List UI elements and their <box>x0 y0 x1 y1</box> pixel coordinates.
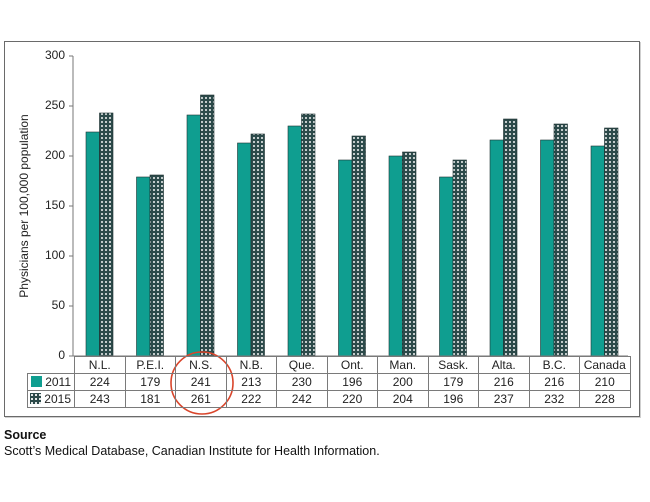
table-corner <box>27 356 75 374</box>
legend-2015: 2015 <box>27 390 75 408</box>
category-header: Alta. <box>478 356 530 374</box>
legend-swatch-2011 <box>31 376 43 387</box>
category-header: Canada <box>579 356 631 374</box>
y-tick-label: 300 <box>44 48 65 62</box>
table-cell: 220 <box>326 390 378 408</box>
source-text: Scott’s Medical Database, Canadian Insti… <box>4 444 380 458</box>
table-cell: 179 <box>427 373 479 391</box>
table-cell: 196 <box>427 390 479 408</box>
table-cell: 210 <box>579 373 631 391</box>
table-cell: 232 <box>528 390 580 408</box>
category-header: N.B. <box>225 356 277 374</box>
y-tick-label: 150 <box>44 198 65 212</box>
category-header: N.S. <box>175 356 227 374</box>
y-tick-label: 50 <box>51 298 65 312</box>
source-note: Source Scott’s Medical Database, Canadia… <box>4 428 380 458</box>
category-header: P.E.I. <box>124 356 176 374</box>
table-cell: 237 <box>478 390 530 408</box>
y-tick-label: 100 <box>44 248 65 262</box>
category-header: Que. <box>276 356 328 374</box>
bar-2011 <box>540 139 555 357</box>
bar-2015 <box>149 174 164 357</box>
table-cell: 224 <box>74 373 126 391</box>
category-header: Man. <box>377 356 429 374</box>
table-cell: 204 <box>377 390 429 408</box>
y-tick-label: 0 <box>58 348 65 362</box>
bar-2015 <box>503 118 518 357</box>
table-cell: 196 <box>326 373 378 391</box>
table-cell: 216 <box>528 373 580 391</box>
bar-2015 <box>99 112 114 357</box>
table-cell: 242 <box>276 390 328 408</box>
chart-frame <box>4 41 640 417</box>
table-cell: 230 <box>276 373 328 391</box>
table-cell: 181 <box>124 390 176 408</box>
bar-series-group <box>85 94 619 357</box>
table-cell: 222 <box>225 390 277 408</box>
table-header-row: N.L. P.E.I. N.S. N.B. Que. Ont. Man. Sask. Alta.… <box>27 356 631 374</box>
table-cell: 241 <box>175 373 227 391</box>
y-tick-label: 200 <box>44 148 65 162</box>
source-heading: Source <box>4 428 47 442</box>
bar-2011 <box>186 114 201 357</box>
bar-2011 <box>237 142 252 357</box>
data-table: N.L. P.E.I. N.S. N.B. Que. Ont. Man. Sask. Alta.… <box>27 356 631 408</box>
bar-2011 <box>439 176 454 357</box>
bar-2015 <box>402 151 417 357</box>
bar-2015 <box>301 113 316 357</box>
bar-2011 <box>590 145 605 357</box>
category-header: Ont. <box>326 356 378 374</box>
table-row: 2015 243 181 261 222 242 220 204 196 237 232 228 <box>27 390 631 408</box>
bar-2011 <box>136 176 151 357</box>
bar-chart <box>69 55 628 415</box>
table-row: 2011 224 179 241 213 230 196 200 179 216 216 210 <box>27 373 631 391</box>
category-header: Sask. <box>427 356 479 374</box>
legend-swatch-2015 <box>30 393 42 404</box>
category-header: B.C. <box>528 356 580 374</box>
bar-2015 <box>250 133 265 357</box>
category-header: N.L. <box>74 356 126 374</box>
bar-2015 <box>351 135 366 357</box>
table-cell: 213 <box>225 373 277 391</box>
bar-2015 <box>553 123 568 357</box>
table-cell: 261 <box>175 390 227 408</box>
table-cell: 228 <box>579 390 631 408</box>
bar-2011 <box>338 159 353 357</box>
bar-2011 <box>388 155 403 357</box>
table-cell: 243 <box>74 390 126 408</box>
y-tick-label: 250 <box>44 98 65 112</box>
table-cell: 200 <box>377 373 429 391</box>
bar-2011 <box>489 139 504 357</box>
bar-2015 <box>200 94 215 357</box>
table-cell: 179 <box>124 373 176 391</box>
legend-2011: 2011 <box>27 373 75 391</box>
bar-2015 <box>604 127 619 357</box>
bar-2011 <box>85 131 100 357</box>
table-cell: 216 <box>478 373 530 391</box>
bar-2015 <box>452 159 467 357</box>
bar-2011 <box>287 125 302 357</box>
y-axis-ticks <box>69 55 73 357</box>
